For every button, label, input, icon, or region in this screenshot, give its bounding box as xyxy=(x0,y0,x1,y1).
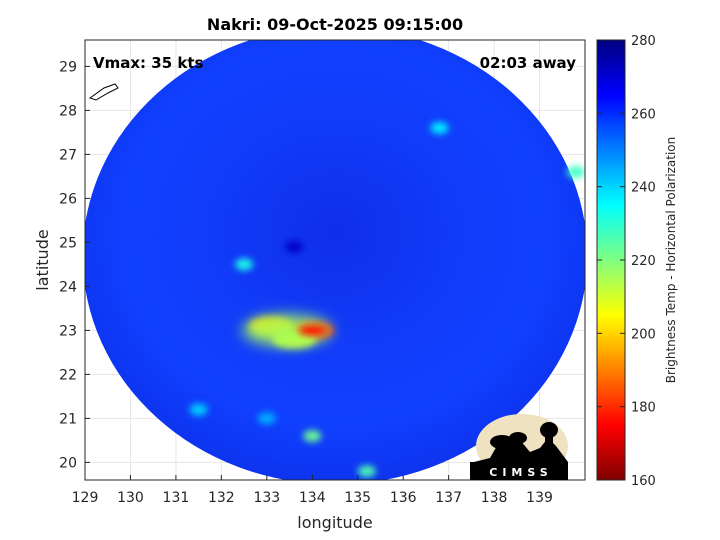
swath-shading xyxy=(85,40,585,480)
colorbar-tick-label: 280 xyxy=(631,34,656,49)
time-away-annotation: 02:03 away xyxy=(480,54,577,72)
y-axis-label: latitude xyxy=(33,229,52,290)
convection-blob xyxy=(357,465,376,478)
x-tick-label: 135 xyxy=(344,490,371,506)
x-tick-label: 137 xyxy=(435,490,462,506)
x-axis-label: longitude xyxy=(297,513,372,532)
y-tick-label: 29 xyxy=(59,59,77,75)
x-tick-label: 133 xyxy=(253,490,280,506)
colorbar-tick-label: 260 xyxy=(631,107,656,122)
colorbar-tick-label: 200 xyxy=(631,327,656,342)
plot-frame xyxy=(84,39,586,481)
cimss-logo: CIMSS xyxy=(470,414,568,480)
x-tick-label: 134 xyxy=(299,490,326,506)
colorbar-label: Brightness Temp - Horizontal Polarizatio… xyxy=(664,137,678,384)
x-tick-label: 129 xyxy=(72,490,99,506)
microwave-swath xyxy=(85,40,585,480)
convection-blob xyxy=(566,166,585,178)
y-tick-label: 26 xyxy=(59,191,77,207)
x-tick-label: 136 xyxy=(390,490,417,506)
y-tick-label: 24 xyxy=(59,279,77,295)
vmax-annotation: Vmax: 35 kts xyxy=(93,54,203,72)
colorbar: 160 180 200 220 240 260 280 Brightness Temp - … xyxy=(596,34,678,489)
y-tick-label: 21 xyxy=(59,411,77,427)
colorbar-tick-label: 220 xyxy=(631,254,656,269)
colorbar-ticks: 160 180 200 220 240 260 280 xyxy=(597,34,656,489)
y-tick-label: 23 xyxy=(59,323,77,339)
convection-halo xyxy=(242,314,333,347)
y-axis-ticks: 20 21 22 23 24 25 26 27 28 29 xyxy=(59,59,90,471)
y-tick-label: 20 xyxy=(59,455,77,471)
x-tick-label: 131 xyxy=(163,490,190,506)
y-tick-label: 22 xyxy=(59,367,77,383)
convection-blob xyxy=(257,412,276,425)
x-tick-label: 139 xyxy=(526,490,553,506)
cimss-logo-text: CIMSS xyxy=(489,466,552,479)
convection-features xyxy=(189,122,585,478)
chart-title: Nakri: 09-Oct-2025 09:15:00 xyxy=(207,15,463,34)
x-tick-label: 138 xyxy=(481,490,508,506)
convection-blob xyxy=(235,258,254,271)
convection-core xyxy=(298,325,327,336)
colorbar-tick-label: 180 xyxy=(631,401,656,416)
colorbar-tick-label: 160 xyxy=(631,474,656,489)
convection-blob xyxy=(189,403,208,416)
convection-blob xyxy=(430,122,449,134)
x-tick-label: 132 xyxy=(208,490,235,506)
convection-blob xyxy=(285,240,304,253)
y-tick-label: 28 xyxy=(59,103,77,119)
y-tick-label: 25 xyxy=(59,235,77,251)
y-tick-label: 27 xyxy=(59,147,77,163)
x-tick-label: 130 xyxy=(117,490,144,506)
convection-blob xyxy=(303,430,322,442)
x-axis-ticks: 129 130 131 132 133 134 135 136 137 138 139 xyxy=(72,475,553,506)
coastline-outline xyxy=(88,83,119,101)
colorbar-tick-label: 240 xyxy=(631,181,656,196)
